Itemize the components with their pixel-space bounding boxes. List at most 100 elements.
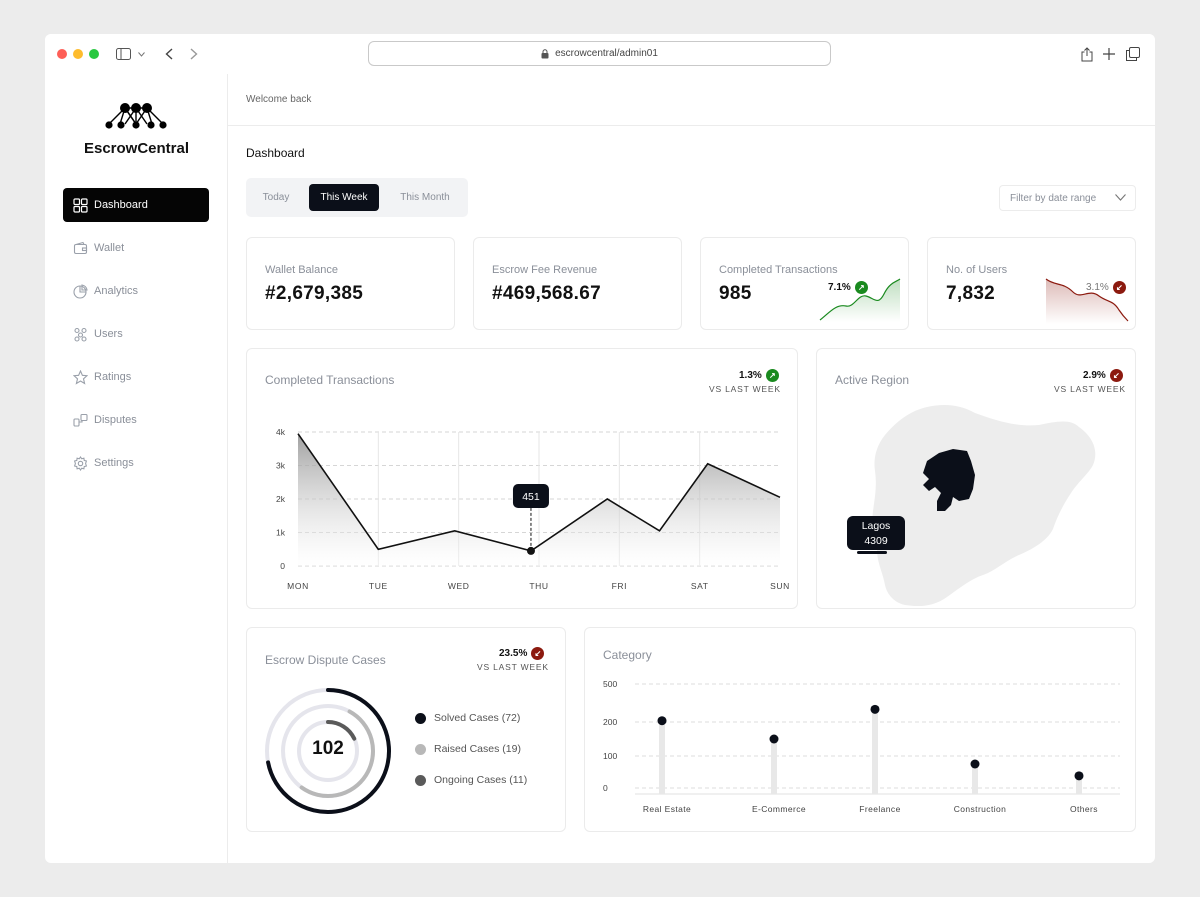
- sidebar-item-wallet[interactable]: Wallet: [63, 231, 209, 265]
- kpi-value: 985: [719, 283, 752, 304]
- tab-this-month[interactable]: This Month: [400, 192, 450, 203]
- x-tick-label: THU: [529, 581, 548, 591]
- share-icon[interactable]: [1077, 44, 1097, 64]
- kpi-value: #469,568.67: [492, 283, 601, 304]
- sidebar-item-dashboard[interactable]: Dashboard: [63, 188, 209, 222]
- y-tick-label: 100: [603, 751, 617, 761]
- lollipop-stem: [659, 720, 665, 794]
- header-divider: [228, 125, 1155, 126]
- legend-swatch: [415, 774, 426, 786]
- chevron-down-icon[interactable]: [135, 44, 147, 64]
- tooltip-label: Lagos: [861, 520, 891, 532]
- legend-swatch: [415, 743, 426, 755]
- tooltip-pointer: [857, 551, 887, 554]
- kpi-no-of-users: No. of Users 7,832 3.1% ↙: [927, 237, 1136, 330]
- trend-percent: 3.1%: [1086, 282, 1109, 293]
- forward-icon[interactable]: [184, 44, 204, 64]
- sidebar-toggle-icon[interactable]: [113, 44, 133, 64]
- series-line: [297, 433, 781, 552]
- x-tick-label: Real Estate: [643, 804, 691, 814]
- sidebar-item-label: Dashboard: [94, 199, 148, 211]
- x-tick-label: MON: [287, 581, 309, 591]
- sparkline-down: [1045, 278, 1129, 324]
- x-tick-label: Construction: [954, 804, 1007, 814]
- trend-change: 2.9% ↙: [1083, 369, 1123, 382]
- y-tick-label: 1k: [276, 528, 286, 538]
- x-tick-label: Freelance: [859, 804, 900, 814]
- category-card: Category 500 200 100 0 Real Estate E-Commerce…: [584, 627, 1136, 832]
- y-tick-label: 3k: [276, 461, 286, 471]
- vs-last-week: VS LAST WEEK: [1054, 384, 1126, 394]
- tab-today[interactable]: Today: [262, 192, 290, 203]
- trend-percent: 2.9%: [1083, 370, 1106, 381]
- y-tick-label: 2k: [276, 494, 286, 504]
- tooltip-value: 4309: [864, 535, 888, 547]
- y-tick-label: 4k: [276, 427, 286, 437]
- y-tick-label: 500: [603, 679, 617, 689]
- y-tick-label: 0: [280, 561, 285, 571]
- trend-percent: 1.3%: [739, 370, 762, 381]
- escrow-dispute-card: Escrow Dispute Cases 23.5% ↙ VS LAST WEE…: [246, 627, 566, 832]
- lollipop-stem: [872, 709, 878, 794]
- disputes-icon: [73, 413, 88, 427]
- donut-arc-ongoing-cases: [326, 720, 357, 741]
- kpi-completed-transactions: Completed Transactions 985 7.1% ↗: [700, 237, 909, 330]
- grid-icon: [73, 197, 88, 213]
- address-bar[interactable]: escrowcentral/admin01: [368, 41, 831, 66]
- tabs-overview-icon[interactable]: [1123, 44, 1143, 64]
- browser-toolbar: escrowcentral/admin01: [45, 34, 1155, 74]
- brand-name: EscrowCentral: [83, 140, 190, 157]
- arrow-down-left-icon: ↙: [1109, 369, 1123, 382]
- x-tick-label: SUN: [770, 581, 790, 591]
- sidebar-item-settings[interactable]: Settings: [63, 446, 209, 480]
- lollipop-stem: [1076, 775, 1082, 794]
- highlighted-region[interactable]: [923, 449, 975, 511]
- back-icon[interactable]: [159, 44, 179, 64]
- chevron-down-icon: [1115, 194, 1126, 201]
- page-title: Dashboard: [246, 146, 305, 160]
- minimize-window-button[interactable]: [73, 49, 83, 59]
- arrow-up-right-icon: ↗: [854, 281, 868, 294]
- sidebar-item-analytics[interactable]: Analytics: [63, 274, 209, 308]
- vs-last-week: VS LAST WEEK: [477, 662, 549, 672]
- period-tabs: Today This Week This Month: [246, 178, 468, 217]
- trend-percent: 7.1%: [828, 282, 851, 293]
- close-window-button[interactable]: [57, 49, 67, 59]
- star-icon: [73, 369, 88, 385]
- x-tick-label: Others: [1070, 804, 1098, 814]
- tab-this-week[interactable]: This Week: [309, 184, 379, 211]
- sparkline-up: [819, 278, 901, 322]
- welcome-text: Welcome back: [246, 94, 312, 105]
- trend-change: 23.5% ↙: [499, 647, 545, 660]
- y-tick-label: 0: [603, 783, 608, 793]
- escrowcentral-logo-icon: [105, 103, 167, 129]
- url-text: escrowcentral/admin01: [555, 48, 658, 59]
- vs-last-week: VS LAST WEEK: [709, 384, 781, 394]
- legend-raised: Raised Cases (19): [415, 743, 521, 755]
- legend-label: Solved Cases (72): [434, 712, 521, 724]
- date-range-filter[interactable]: Filter by date range: [999, 185, 1136, 211]
- lollipop-stem: [972, 764, 978, 794]
- kpi-label: Completed Transactions: [719, 264, 838, 276]
- new-tab-icon[interactable]: [1099, 44, 1119, 64]
- highlight-point: [526, 546, 535, 555]
- lollipop-point: [1074, 771, 1084, 781]
- y-tick-label: 200: [603, 717, 617, 727]
- sidebar-item-disputes[interactable]: Disputes: [63, 403, 209, 437]
- x-tick-label: E-Commerce: [752, 804, 806, 814]
- maximize-window-button[interactable]: [89, 49, 99, 59]
- sidebar-item-ratings[interactable]: Ratings: [63, 360, 209, 394]
- x-tick-label: FRI: [612, 581, 628, 591]
- users-icon: [74, 327, 87, 342]
- x-tick-label: SAT: [691, 581, 709, 591]
- arrow-down-left-icon: ↙: [1112, 281, 1126, 294]
- sidebar-item-label: Users: [94, 328, 123, 340]
- highlight-tooltip: [512, 484, 549, 508]
- sidebar-item-users[interactable]: Users: [63, 317, 209, 351]
- sidebar-item-label: Settings: [94, 457, 134, 469]
- card-title: Category: [603, 648, 652, 662]
- legend-swatch: [415, 712, 426, 724]
- kpi-label: Escrow Fee Revenue: [492, 264, 598, 276]
- legend-label: Raised Cases (19): [434, 743, 521, 755]
